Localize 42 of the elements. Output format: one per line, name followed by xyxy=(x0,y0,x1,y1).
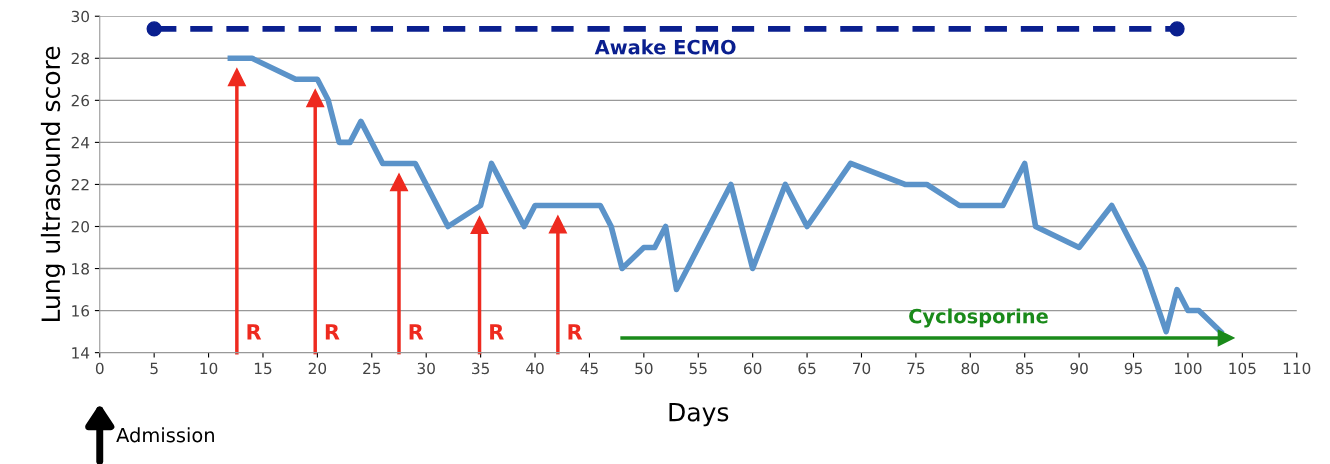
x-tick-label: 10 xyxy=(200,362,218,375)
x-tick-label: 75 xyxy=(907,362,925,375)
x-tick-label: 50 xyxy=(635,362,653,375)
x-tick-label: 100 xyxy=(1175,362,1202,375)
x-tick-label: 0 xyxy=(95,362,104,375)
y-tick-label: 30 xyxy=(71,10,90,23)
x-tick-label: 80 xyxy=(961,362,979,375)
x-tick-label: 110 xyxy=(1283,362,1311,375)
text: Admission xyxy=(116,427,214,443)
x-tick-label: 5 xyxy=(150,362,158,375)
x-tick-label: 65 xyxy=(798,362,816,375)
ref-line-label: R xyxy=(325,324,340,340)
x-tick-label: 25 xyxy=(363,362,381,375)
y-axis-title: Lung ultrasound score xyxy=(40,46,66,322)
x-tick-label: 30 xyxy=(417,362,435,375)
x-tick-label: 90 xyxy=(1070,362,1088,375)
x-tick-label: 20 xyxy=(308,362,327,375)
x-tick-label: 45 xyxy=(580,362,598,375)
x-tick-label: 95 xyxy=(1124,362,1142,375)
y-tick-label: 28 xyxy=(71,52,89,65)
y-tick-label: 22 xyxy=(71,178,89,191)
x-tick-label: 70 xyxy=(853,362,871,375)
x-tick-label: 15 xyxy=(254,362,272,375)
y-tick-label: 16 xyxy=(72,305,90,317)
x-tick-label: 40 xyxy=(526,362,544,375)
x-tick-label: 55 xyxy=(689,362,707,375)
series-label: Cyclosporine xyxy=(909,308,1048,328)
x-tick-label: 60 xyxy=(744,362,762,375)
x-axis-title: Days xyxy=(669,402,729,427)
ref-line-label: R xyxy=(490,324,504,340)
y-tick-label: 24 xyxy=(71,136,90,149)
ref-line-label: R xyxy=(409,324,424,340)
x-tick-label: 85 xyxy=(1016,362,1034,375)
y-tick-label: 18 xyxy=(72,263,89,275)
y-tick-label: 14 xyxy=(72,347,90,359)
series-label: Awake ECMO xyxy=(594,39,736,55)
y-tick-label: 20 xyxy=(71,220,90,233)
ref-line-label: R xyxy=(568,324,583,340)
ref-line-label: R xyxy=(247,324,262,340)
x-tick-label: 105 xyxy=(1229,362,1256,375)
x-tick-label: 35 xyxy=(472,362,489,375)
y-tick-label: 26 xyxy=(71,94,90,107)
